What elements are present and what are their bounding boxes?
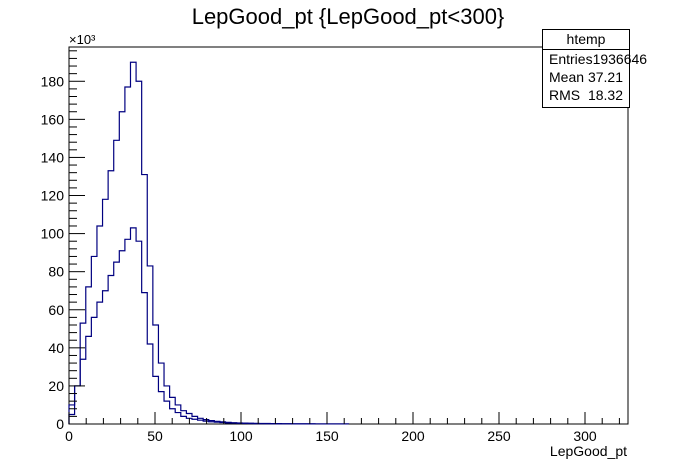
y-tick-label: 100 [41,226,65,242]
y-multiplier-label: ×10³ [69,32,96,47]
x-tick-label: 200 [401,428,425,444]
stats-entries-value: 1936646 [592,51,648,67]
chart-title: LepGood_pt {LepGood_pt<300} [192,4,505,29]
y-tick-label: 140 [41,149,65,165]
x-tick-label: 50 [147,428,163,444]
y-tick-label: 40 [48,340,64,356]
stats-box: htemp Entries 1936646 Mean 37.21 RMS 18.… [542,29,647,108]
stats-row-entries: Entries 1936646 [543,50,647,68]
y-tick-label: 60 [48,302,64,318]
stats-box-title: htemp [543,30,629,50]
y-tick-label: 120 [41,188,65,204]
x-tick-label: 0 [65,428,73,444]
histogram-series-group [68,61,350,425]
x-axis-label: LepGood_pt [550,443,627,459]
histogram-series-2 [68,227,316,425]
y-tick-label: 180 [41,73,65,89]
stats-rms-value: 18.32 [587,87,623,103]
stats-entries-label: Entries [549,51,593,67]
x-axis: 0 50 100 150 200 250 300 [65,412,620,444]
x-tick-label: 100 [229,428,253,444]
histogram-series-1 [68,61,350,425]
y-tick-label: 0 [56,416,64,432]
stats-mean-label: Mean [549,69,585,85]
stats-row-rms: RMS 18.32 [543,86,629,104]
stats-rms-label: RMS [549,87,581,103]
x-tick-label: 250 [487,428,511,444]
stats-row-mean: Mean 37.21 [543,68,629,86]
y-tick-label: 160 [41,111,65,127]
stats-mean-value: 37.21 [587,69,623,85]
y-axis: 0 20 40 60 80 100 120 140 160 180 [41,50,85,432]
x-tick-label: 150 [315,428,339,444]
x-tick-label: 300 [573,428,597,444]
y-tick-label: 80 [48,264,64,280]
y-tick-label: 20 [48,378,64,394]
